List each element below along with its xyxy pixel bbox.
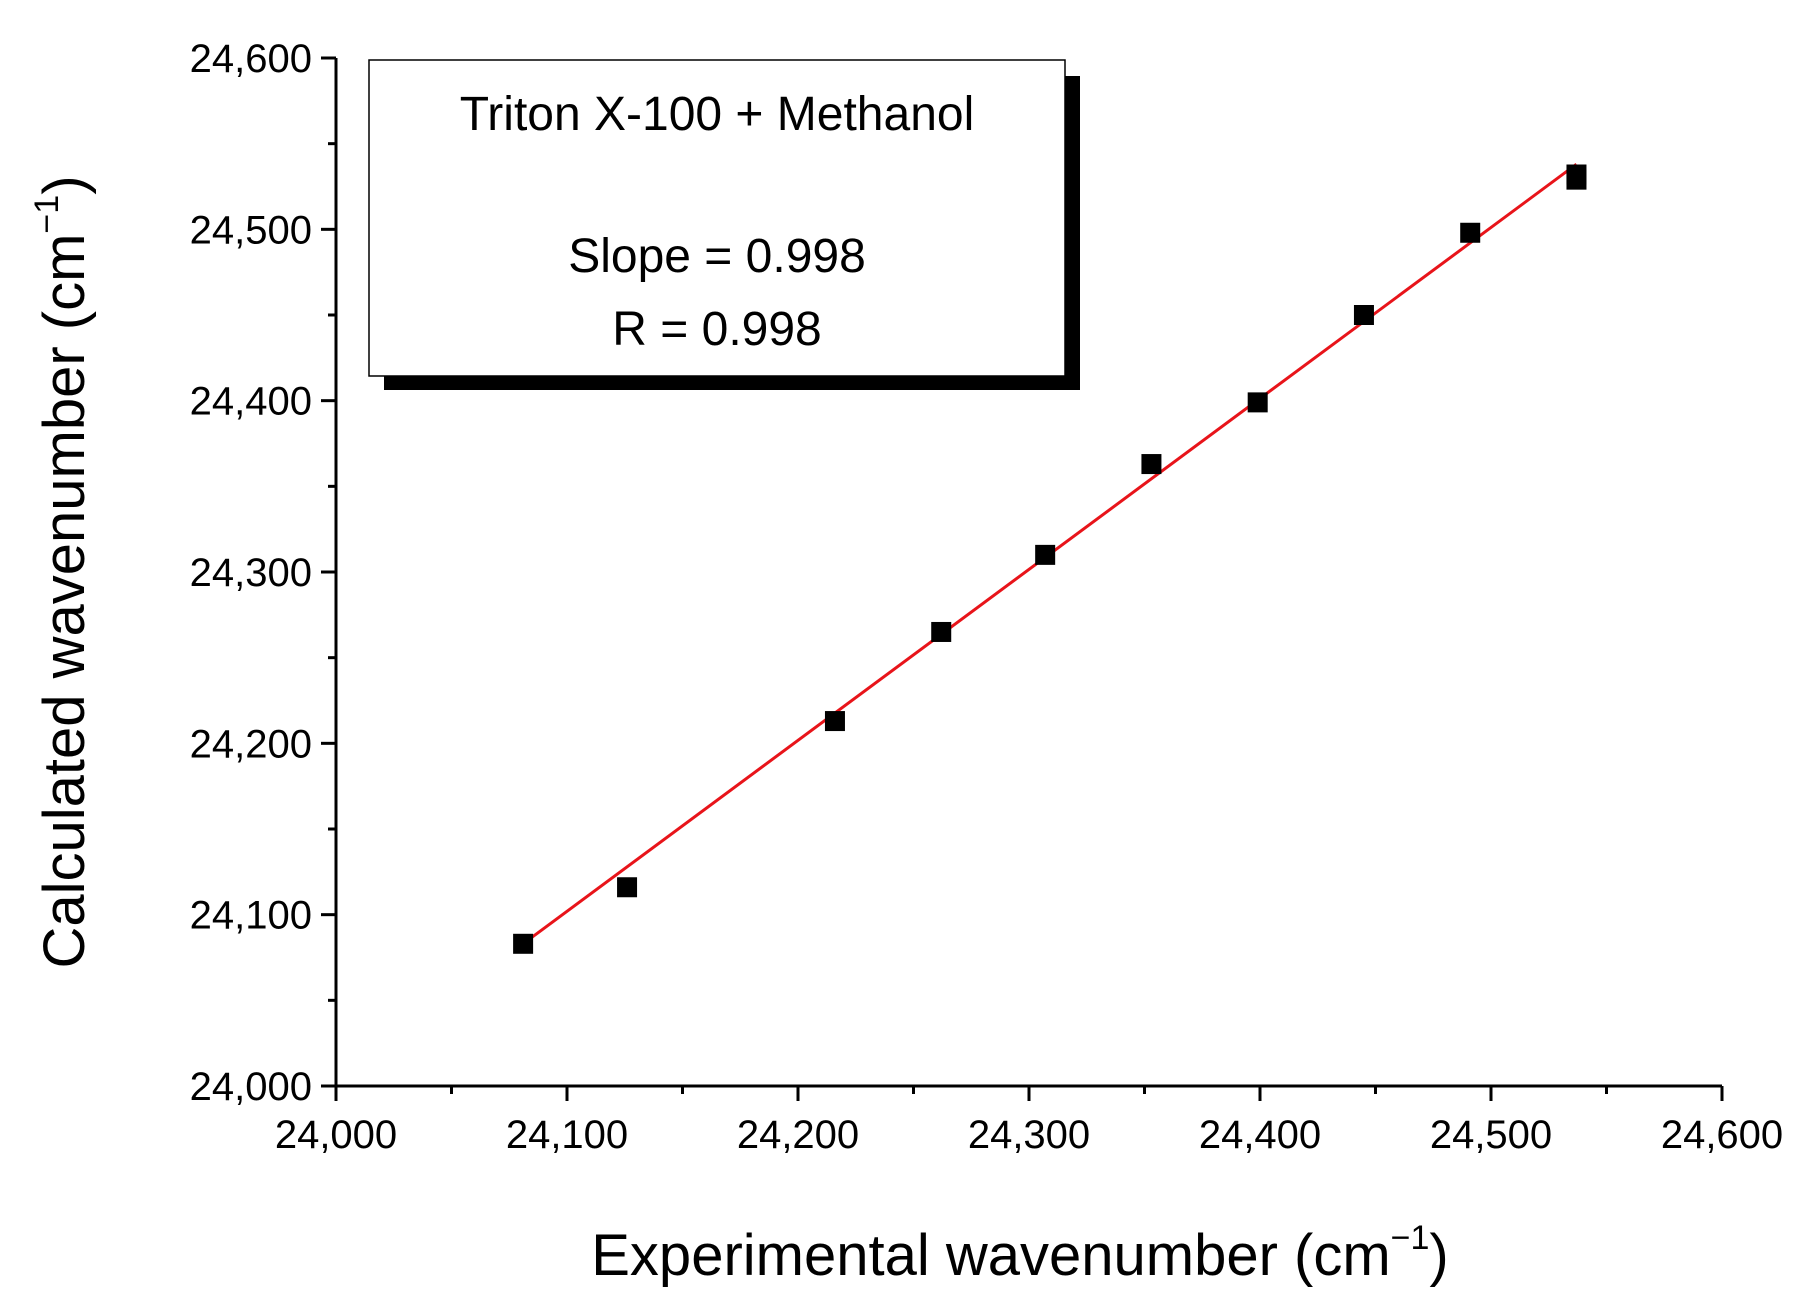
data-point (931, 621, 952, 642)
x-axis-title-main: Experimental wavenumber (cm (591, 1223, 1390, 1288)
x-axis-title: Experimental wavenumber (cm−1) (591, 1219, 1449, 1288)
x-tick-label: 24,500 (1430, 1113, 1552, 1157)
data-point (1141, 454, 1162, 475)
data-point (824, 711, 845, 732)
x-tick-label: 24,400 (1199, 1113, 1321, 1157)
y-axis-title: Calculated wavenumber (cm−1) (28, 175, 97, 968)
y-axis-title-main: Calculated wavenumber (cm (32, 234, 97, 969)
data-point (1566, 164, 1587, 185)
x-axis-ticks (334, 1086, 1724, 1101)
x-axis-title-sup: −1 (1391, 1219, 1430, 1257)
y-tick-label: 24,200 (190, 722, 312, 766)
y-axis-title-sup: −1 (28, 195, 66, 234)
y-axis-tick-labels: 24,000 24,100 24,200 24,300 24,400 24,500 24,6… (190, 37, 312, 1109)
y-axis-ticks (321, 56, 336, 1088)
x-axis-tick-labels: 24,000 24,100 24,200 24,300 24,400 24,500 24,6… (275, 1113, 1783, 1157)
data-point (617, 877, 638, 898)
x-tick-label: 24,200 (737, 1113, 859, 1157)
data-point (513, 933, 534, 954)
y-tick-label: 24,300 (190, 551, 312, 595)
y-tick-label: 24,100 (190, 894, 312, 938)
y-tick-label: 24,600 (190, 37, 312, 81)
y-tick-label: 24,500 (190, 208, 312, 252)
x-tick-label: 24,100 (506, 1113, 628, 1157)
x-axis-title-close: ) (1429, 1223, 1448, 1288)
x-tick-label: 24,000 (275, 1113, 397, 1157)
data-point (1035, 544, 1056, 565)
annotation-r: R = 0.998 (612, 303, 821, 356)
y-tick-label: 24,000 (190, 1065, 312, 1109)
data-point (1460, 222, 1481, 243)
x-tick-label: 24,300 (968, 1113, 1090, 1157)
y-axis-title-close: ) (32, 175, 97, 194)
annotation-title: Triton X-100 + Methanol (460, 88, 975, 141)
data-points (513, 164, 1587, 954)
data-point (1353, 305, 1374, 325)
annotation-box: Triton X-100 + Methanol Slope = 0.998 R … (368, 59, 1080, 390)
annotation-slope: Slope = 0.998 (568, 230, 866, 283)
x-tick-label: 24,600 (1661, 1113, 1783, 1157)
y-tick-label: 24,400 (190, 380, 312, 424)
annotation-frame (368, 59, 1066, 377)
data-point (1247, 392, 1268, 413)
